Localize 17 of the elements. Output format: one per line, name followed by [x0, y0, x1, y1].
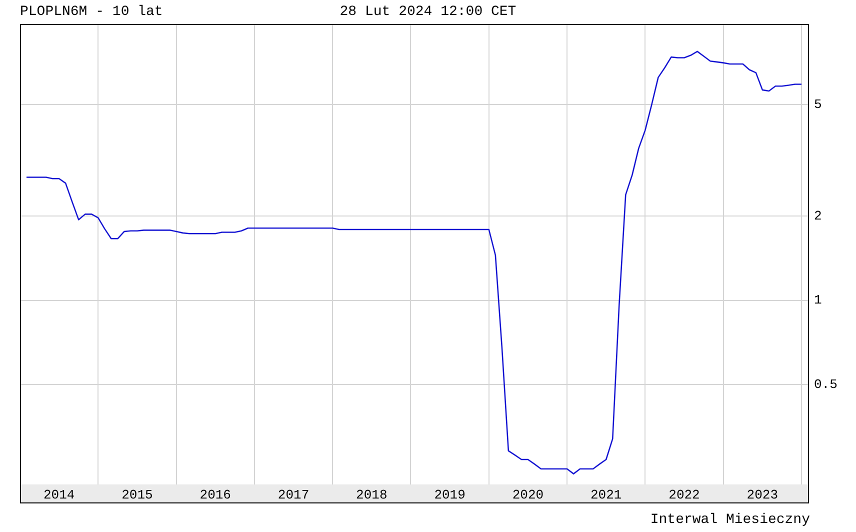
y-tick-label: 5 [814, 97, 822, 112]
x-tick-label: 2019 [434, 488, 466, 503]
x-tick-label: 2023 [746, 488, 778, 503]
x-tick-label: 2016 [200, 488, 231, 503]
x-tick-label: 2022 [668, 488, 700, 503]
text: Interwal Miesieczny [650, 512, 810, 528]
x-tick-label: 2021 [590, 488, 622, 503]
chart-subtitle: 28 Lut 2024 12:00 CET [340, 4, 516, 20]
x-tick-label: 2015 [122, 488, 153, 503]
y-tick-label: 1 [814, 292, 822, 308]
x-tick-label: 2020 [512, 488, 544, 503]
x-tick-label: 2017 [278, 488, 310, 503]
x-tick-label: 2014 [43, 488, 75, 503]
x-tick-label: 2018 [356, 488, 388, 503]
y-tick-label: 2 [814, 208, 822, 224]
chart-title: PLOPLN6M - 10 lat [20, 4, 163, 20]
y-tick-label: 0.5 [814, 377, 838, 392]
